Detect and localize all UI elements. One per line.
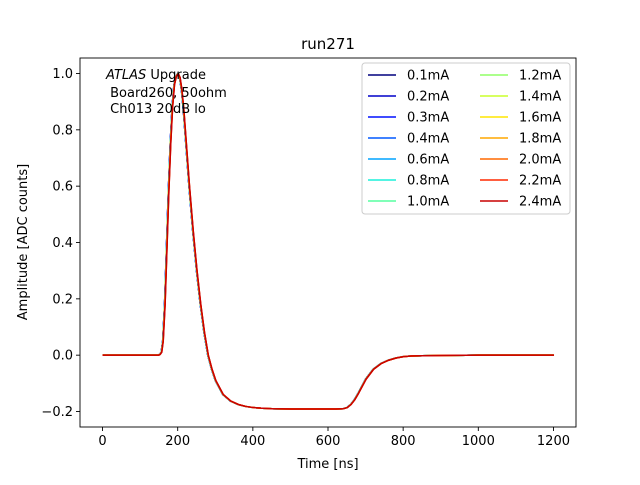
y-tick-label: 0.6: [52, 180, 73, 195]
x-axis-ticks: 0 200 400 600 800 1000 1200: [98, 427, 570, 449]
annotation-upgrade-label: Upgrade: [146, 68, 206, 83]
y-axis-ticks: −0.2 0.0 0.2 0.4 0.6 0.8 1.0: [41, 67, 80, 420]
atlas-annotation: ATLAS Upgrade Board260, 50ohm Ch013 20dB…: [105, 68, 227, 117]
legend-label: 1.2mA: [519, 69, 561, 84]
y-tick-label: 1.0: [52, 67, 73, 82]
x-tick-label: 400: [240, 434, 265, 449]
x-tick-label: 200: [165, 434, 190, 449]
legend-label: 0.1mA: [407, 69, 449, 84]
annotation-line-1: ATLAS Upgrade: [105, 68, 206, 83]
x-tick-label: 1000: [462, 434, 495, 449]
legend-label: 2.2mA: [519, 174, 561, 189]
x-axis-label: Time [ns]: [296, 457, 358, 472]
chart-title: run271: [301, 35, 355, 53]
annotation-board-label: Board260, 50ohm: [110, 86, 227, 101]
legend-label: 1.0mA: [407, 195, 449, 210]
legend-label: 2.4mA: [519, 195, 561, 210]
legend-items: 0.1mA 0.2mA 0.3mA 0.4mA 0.6mA 0.8mA 1.0mA 1.2mA…: [368, 69, 561, 210]
legend-label: 1.6mA: [519, 111, 561, 126]
annotation-line-3: Ch013 20dB lo: [106, 102, 206, 117]
series-lines: [102, 72, 555, 410]
x-tick-label: 600: [316, 434, 341, 449]
y-axis-label: Amplitude [ADC counts]: [16, 164, 31, 320]
x-tick-label: 0: [98, 434, 106, 449]
y-tick-label: −0.2: [41, 405, 73, 420]
legend-label: 1.4mA: [519, 90, 561, 105]
annotation-atlas-label: ATLAS: [105, 68, 146, 83]
legend-label: 0.8mA: [407, 174, 449, 189]
legend-label: 0.3mA: [407, 111, 449, 126]
series-line-2-4mA: [102, 72, 555, 410]
legend-label: 2.0mA: [519, 153, 561, 168]
legend-label: 1.8mA: [519, 132, 561, 147]
y-tick-label: 0.0: [52, 349, 73, 364]
y-tick-label: 0.8: [52, 123, 73, 138]
legend-label: 0.2mA: [407, 90, 449, 105]
legend-box: [361, 62, 571, 215]
annotation-line-2: Board260, 50ohm: [106, 86, 227, 101]
x-tick-label: 1200: [537, 434, 570, 449]
legend-label: 0.4mA: [407, 132, 449, 147]
y-tick-label: 0.4: [52, 236, 73, 251]
annotation-channel-label: Ch013 20dB lo: [110, 102, 206, 117]
legend: 0.1mA 0.2mA 0.3mA 0.4mA 0.6mA 0.8mA 1.0mA 1.2mA…: [361, 62, 571, 215]
y-tick-label: 0.2: [52, 292, 73, 307]
legend-label: 0.6mA: [407, 153, 449, 168]
x-tick-label: 800: [391, 434, 416, 449]
